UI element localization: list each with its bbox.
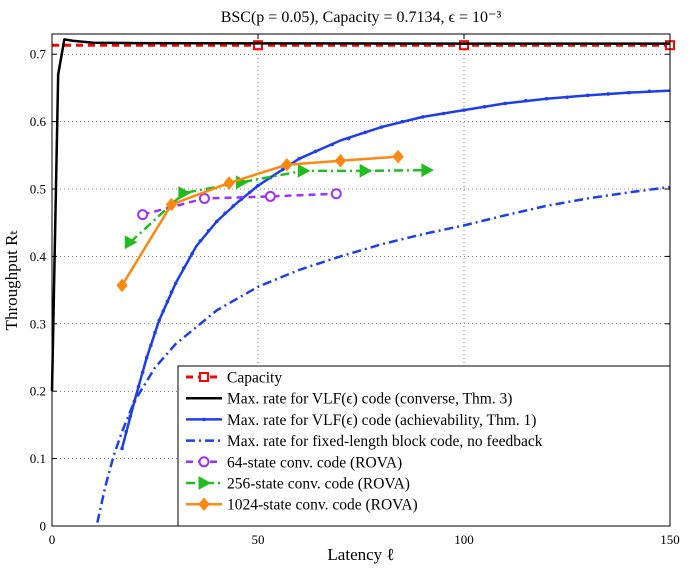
data-point: [231, 204, 235, 208]
legend-item-max-rate-for-vlf-code-converse-thm-3: Max. rate for VLF(ϵ) code (converse, Thm…: [186, 391, 512, 408]
data-point: [297, 157, 301, 161]
data-point: [215, 220, 219, 224]
data-point: [256, 184, 260, 188]
legend-item-max-rate-for-fixed-length-block-code-no-feedback: Max. rate for fixed-length block code, n…: [186, 433, 543, 450]
data-point: [124, 430, 128, 434]
legend-label: Capacity: [227, 370, 282, 387]
y-axis-label: Throughput Rₜ: [2, 230, 21, 331]
data-point: [586, 94, 590, 98]
legend-label: 256-state conv. code (ROVA): [227, 476, 410, 493]
data-point: [347, 137, 351, 141]
data-point: [281, 168, 285, 172]
chart: 0 50 100 150 0 0.1 0.2 0.3 0.4 0.5 0.6 0.7 BSC(p = …: [0, 0, 693, 571]
data-point: [627, 91, 631, 95]
legend-item-max-rate-for-vlf-code-achievability-thm-1: Max. rate for VLF(ϵ) code (achievability…: [186, 412, 536, 429]
data-point: [200, 194, 209, 203]
data-point: [606, 92, 610, 96]
y-tick-label: 0: [40, 519, 47, 534]
legend-label: 64-state conv. code (ROVA): [227, 454, 402, 471]
y-tick-label: 0.3: [30, 316, 46, 331]
y-tick-label: 0.5: [30, 182, 46, 197]
data-point: [524, 99, 528, 103]
x-tick-label: 100: [454, 532, 474, 547]
legend-label: Max. rate for VLF(ϵ) code (converse, Thm…: [227, 391, 512, 408]
data-point: [170, 290, 174, 294]
legend-marker: [202, 418, 206, 422]
y-tick-label: 0.6: [30, 114, 47, 129]
y-tick-label: 0.2: [30, 384, 46, 399]
chart-title: BSC(p = 0.05), Capacity = 0.7134, ϵ = 10…: [221, 9, 502, 26]
data-point: [223, 211, 227, 215]
data-point: [330, 143, 334, 147]
data-point: [137, 385, 141, 389]
legend-marker: [200, 373, 208, 381]
data-point: [442, 112, 446, 116]
data-point: [182, 266, 186, 270]
legend: Capacity Max. rate for VLF(ϵ) code (conve…: [178, 366, 670, 526]
data-point: [380, 125, 384, 129]
x-tick-label: 0: [49, 532, 56, 547]
y-tick-label: 0.4: [30, 249, 47, 264]
data-point: [363, 131, 367, 135]
data-point: [503, 102, 507, 106]
legend-label: 1024-state conv. code (ROVA): [227, 497, 418, 514]
data-point: [483, 105, 487, 109]
legend-marker: [200, 457, 209, 466]
x-tick-label: 50: [252, 532, 265, 547]
data-point: [648, 89, 652, 93]
data-point: [128, 414, 132, 418]
data-point: [157, 319, 161, 323]
data-point: [138, 210, 147, 219]
y-tick-label: 0.1: [30, 451, 46, 466]
data-point: [153, 331, 157, 335]
data-point: [314, 149, 318, 153]
data-point: [166, 300, 170, 304]
data-point: [199, 239, 203, 243]
data-point: [174, 282, 178, 286]
legend-label: Max. rate for VLF(ϵ) code (achievability…: [227, 412, 536, 429]
data-point: [332, 189, 341, 198]
data-point: [421, 115, 425, 119]
data-point: [141, 371, 145, 375]
data-point: [145, 356, 149, 360]
x-axis-label: Latency ℓ: [327, 545, 394, 564]
data-point: [400, 120, 404, 124]
data-point: [462, 108, 466, 112]
y-tick-label: 0.7: [30, 47, 47, 62]
legend-label: Max. rate for fixed-length block code, n…: [227, 433, 543, 450]
data-point: [248, 191, 252, 195]
data-point: [207, 229, 211, 233]
data-point: [161, 309, 165, 313]
data-point: [565, 96, 569, 100]
data-point: [120, 447, 124, 451]
data-point: [190, 252, 194, 256]
data-point: [149, 344, 153, 348]
data-point: [266, 192, 275, 201]
data-point: [545, 97, 549, 101]
x-tick-label: 150: [660, 532, 680, 547]
